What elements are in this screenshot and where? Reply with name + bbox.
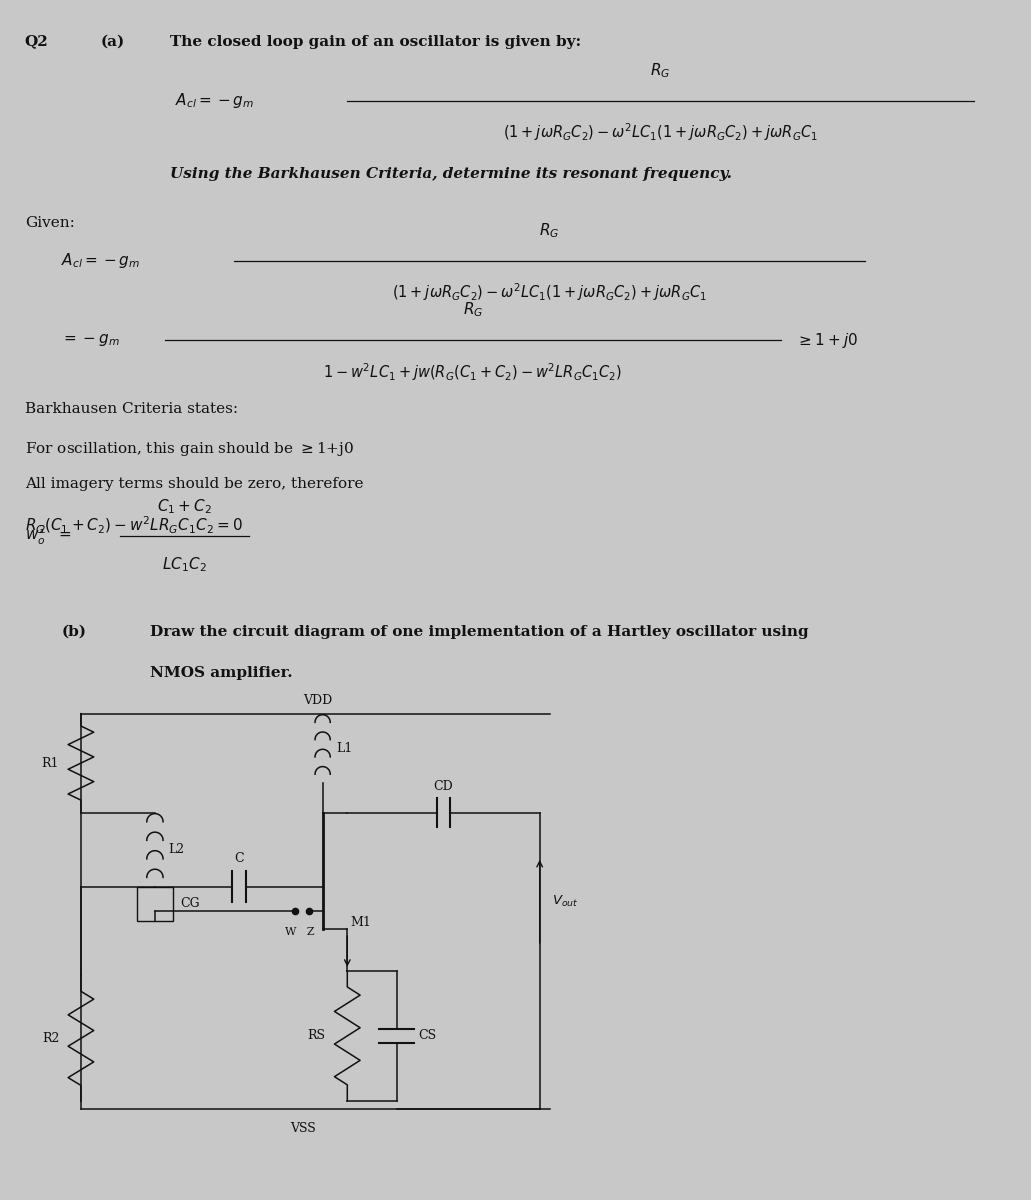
- Text: Using the Barkhausen Criteria, determine its resonant frequency.: Using the Barkhausen Criteria, determine…: [170, 167, 732, 181]
- Text: W   Z: W Z: [286, 928, 314, 937]
- Text: RS: RS: [307, 1030, 326, 1043]
- Text: $1-w^2LC_1+jw(R_G(C_1+C_2)-w^2LR_GC_1C_2)$: $1-w^2LC_1+jw(R_G(C_1+C_2)-w^2LR_GC_1C_2…: [324, 361, 623, 383]
- Text: $\geq 1+j0$: $\geq 1+j0$: [796, 330, 858, 349]
- Text: $A_{cl}=-g_m$: $A_{cl}=-g_m$: [174, 91, 254, 110]
- Text: CD: CD: [434, 780, 454, 793]
- Text: Q2: Q2: [25, 35, 48, 49]
- Text: L1: L1: [336, 742, 353, 755]
- Text: CS: CS: [419, 1030, 436, 1043]
- Text: $LC_1C_2$: $LC_1C_2$: [162, 556, 207, 575]
- Text: $(1+j\omega R_G C_2)-\omega^2 LC_1(1+j\omega R_G C_2)+j\omega R_G C_1$: $(1+j\omega R_G C_2)-\omega^2 LC_1(1+j\o…: [392, 282, 707, 304]
- Text: For oscillation, this gain should be $\geq$1+j0: For oscillation, this gain should be $\g…: [25, 440, 354, 458]
- Text: L2: L2: [169, 844, 185, 856]
- Text: Given:: Given:: [25, 216, 74, 230]
- Text: $R_G$: $R_G$: [539, 222, 560, 240]
- Text: M1: M1: [351, 917, 371, 929]
- Text: The closed loop gain of an oscillator is given by:: The closed loop gain of an oscillator is…: [170, 35, 580, 49]
- Text: $A_{cl}=-g_m$: $A_{cl}=-g_m$: [61, 252, 140, 270]
- Text: $C_1+C_2$: $C_1+C_2$: [157, 497, 212, 516]
- Text: C: C: [234, 852, 243, 865]
- Text: NMOS amplifier.: NMOS amplifier.: [149, 666, 293, 680]
- Text: All imagery terms should be zero, therefore: All imagery terms should be zero, theref…: [25, 478, 363, 492]
- Text: Draw the circuit diagram of one implementation of a Hartley oscillator using: Draw the circuit diagram of one implemen…: [149, 625, 808, 638]
- Text: CG: CG: [180, 898, 200, 911]
- Text: R2: R2: [42, 1032, 59, 1045]
- Text: Barkhausen Criteria states:: Barkhausen Criteria states:: [25, 402, 238, 416]
- Text: (b): (b): [61, 625, 87, 638]
- Text: $w_o^2$  $=$: $w_o^2$ $=$: [25, 524, 71, 547]
- Bar: [137, 887, 172, 922]
- Text: $V_{out}$: $V_{out}$: [552, 894, 578, 910]
- Text: (a): (a): [101, 35, 125, 49]
- Text: VSS: VSS: [290, 1122, 315, 1135]
- Text: VDD: VDD: [303, 694, 332, 707]
- Text: $(1+j\omega R_G C_2)-\omega^2 LC_1(1+j\omega R_G C_2)+j\omega R_G C_1$: $(1+j\omega R_G C_2)-\omega^2 LC_1(1+j\o…: [503, 121, 818, 143]
- Text: $R_G$: $R_G$: [463, 300, 484, 319]
- Text: $=-g_m$: $=-g_m$: [61, 332, 120, 348]
- Text: $R_G$: $R_G$: [651, 61, 671, 80]
- Text: R1: R1: [41, 756, 59, 769]
- Text: $R_G(C_1+C_2)-w^2LR_GC_1C_2=0$: $R_G(C_1+C_2)-w^2LR_GC_1C_2=0$: [25, 515, 242, 536]
